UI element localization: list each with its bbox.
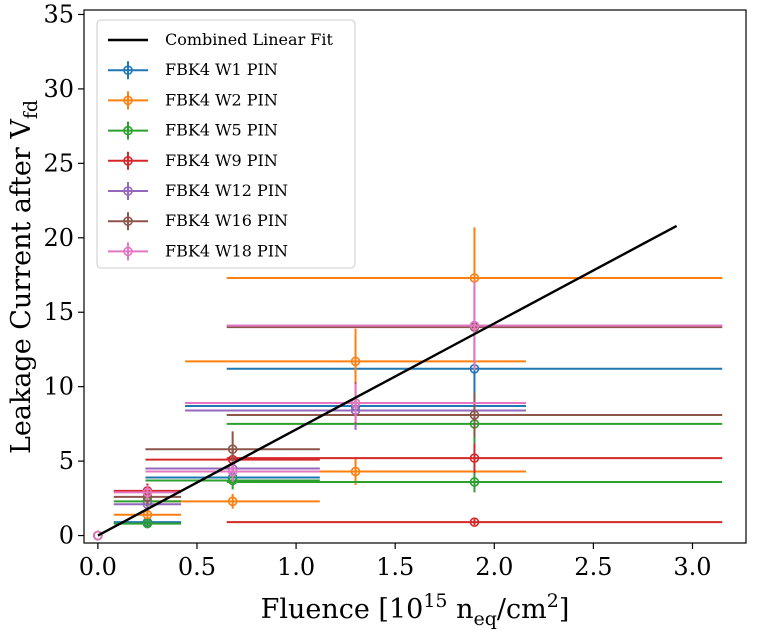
legend-marker-swatch (123, 65, 133, 75)
series-4 (93, 443, 723, 541)
legend-entry-fit: Combined Linear Fit (108, 30, 334, 49)
data-point (227, 496, 238, 507)
x-axis-label: Fluence [1015 neq/cm2] (261, 590, 570, 630)
y-tick-label: 10 (43, 373, 74, 401)
legend-label: FBK4 W5 PIN (165, 121, 278, 140)
x-tick-label: 2.0 (475, 553, 513, 581)
legend-entry-series-6: FBK4 W16 PIN (108, 211, 288, 231)
data-point (350, 356, 361, 367)
data-point (350, 466, 361, 477)
legend-entry-series-5: FBK4 W12 PIN (108, 181, 288, 200)
data-point (469, 453, 480, 463)
x-tick-label: 3.0 (673, 553, 711, 581)
y-tick-label: 20 (43, 224, 74, 252)
x-tick-label: 1.5 (376, 553, 414, 581)
legend-entry-series-3: FBK4 W5 PIN (108, 121, 278, 140)
axes-frame (83, 9, 747, 544)
legend-marker-swatch (123, 246, 133, 257)
axis-ticks: 0.0 0.5 1.0 1.5 2.0 2.5 3.0 0 5 10 15 20 25 30 35 (43, 0, 711, 581)
legend-items: Combined Linear Fit FBK4 W1 PIN FBK4 W2 PI… (108, 30, 334, 261)
data-point (350, 398, 361, 408)
plot-area (93, 224, 723, 541)
y-tick-label: 0 (59, 522, 74, 550)
legend-label: FBK4 W9 PIN (165, 151, 278, 170)
y-tick-label: 15 (43, 298, 74, 326)
legend-marker-swatch (123, 125, 133, 136)
legend-marker-swatch (123, 186, 133, 196)
legend-entry-series-7: FBK4 W18 PIN (108, 241, 288, 261)
data-point (142, 518, 153, 529)
legend-label: FBK4 W2 PIN (165, 90, 278, 109)
data-point (469, 410, 480, 420)
legend-label: FBK4 W18 PIN (165, 241, 288, 260)
data-point (469, 477, 480, 487)
data-point (142, 487, 153, 498)
x-tick-label: 0.5 (178, 553, 216, 581)
legend-frame (96, 19, 356, 269)
y-tick-label: 35 (43, 0, 74, 28)
x-tick-label: 2.5 (574, 553, 612, 581)
legend-marker-swatch (123, 216, 133, 226)
fit-line (97, 224, 678, 537)
data-point (469, 517, 480, 527)
legend-label: FBK4 W1 PIN (165, 60, 278, 79)
legend-marker-swatch (123, 95, 133, 106)
series-2 (93, 227, 723, 541)
y-tick-label: 5 (59, 447, 74, 475)
y-tick-label: 25 (43, 149, 74, 177)
legend-entry-series-2: FBK4 W2 PIN (108, 90, 278, 110)
data-point (227, 466, 238, 477)
data-point (93, 530, 103, 541)
legend: Combined Linear Fit FBK4 W1 PIN FBK4 W2 PI… (96, 19, 356, 269)
y-tick-label: 30 (43, 75, 74, 103)
data-point (227, 444, 238, 455)
legend-label: Combined Linear Fit (165, 30, 334, 49)
legend-label: FBK4 W16 PIN (165, 211, 288, 230)
legend-entry-series-1: FBK4 W1 PIN (108, 60, 278, 80)
y-axis-label: Leakage Current after Vfd (6, 100, 42, 454)
data-point (142, 509, 153, 520)
legend-marker-swatch (123, 156, 133, 166)
x-tick-label: 0.0 (79, 553, 117, 581)
legend-entry-series-4: FBK4 W9 PIN (108, 151, 278, 170)
svg-text:Leakage Current after Vfd: Leakage Current after Vfd (6, 100, 42, 454)
legend-label: FBK4 W12 PIN (165, 181, 288, 200)
series-7 (93, 280, 723, 541)
x-tick-label: 1.0 (277, 553, 315, 581)
data-point (469, 320, 480, 331)
